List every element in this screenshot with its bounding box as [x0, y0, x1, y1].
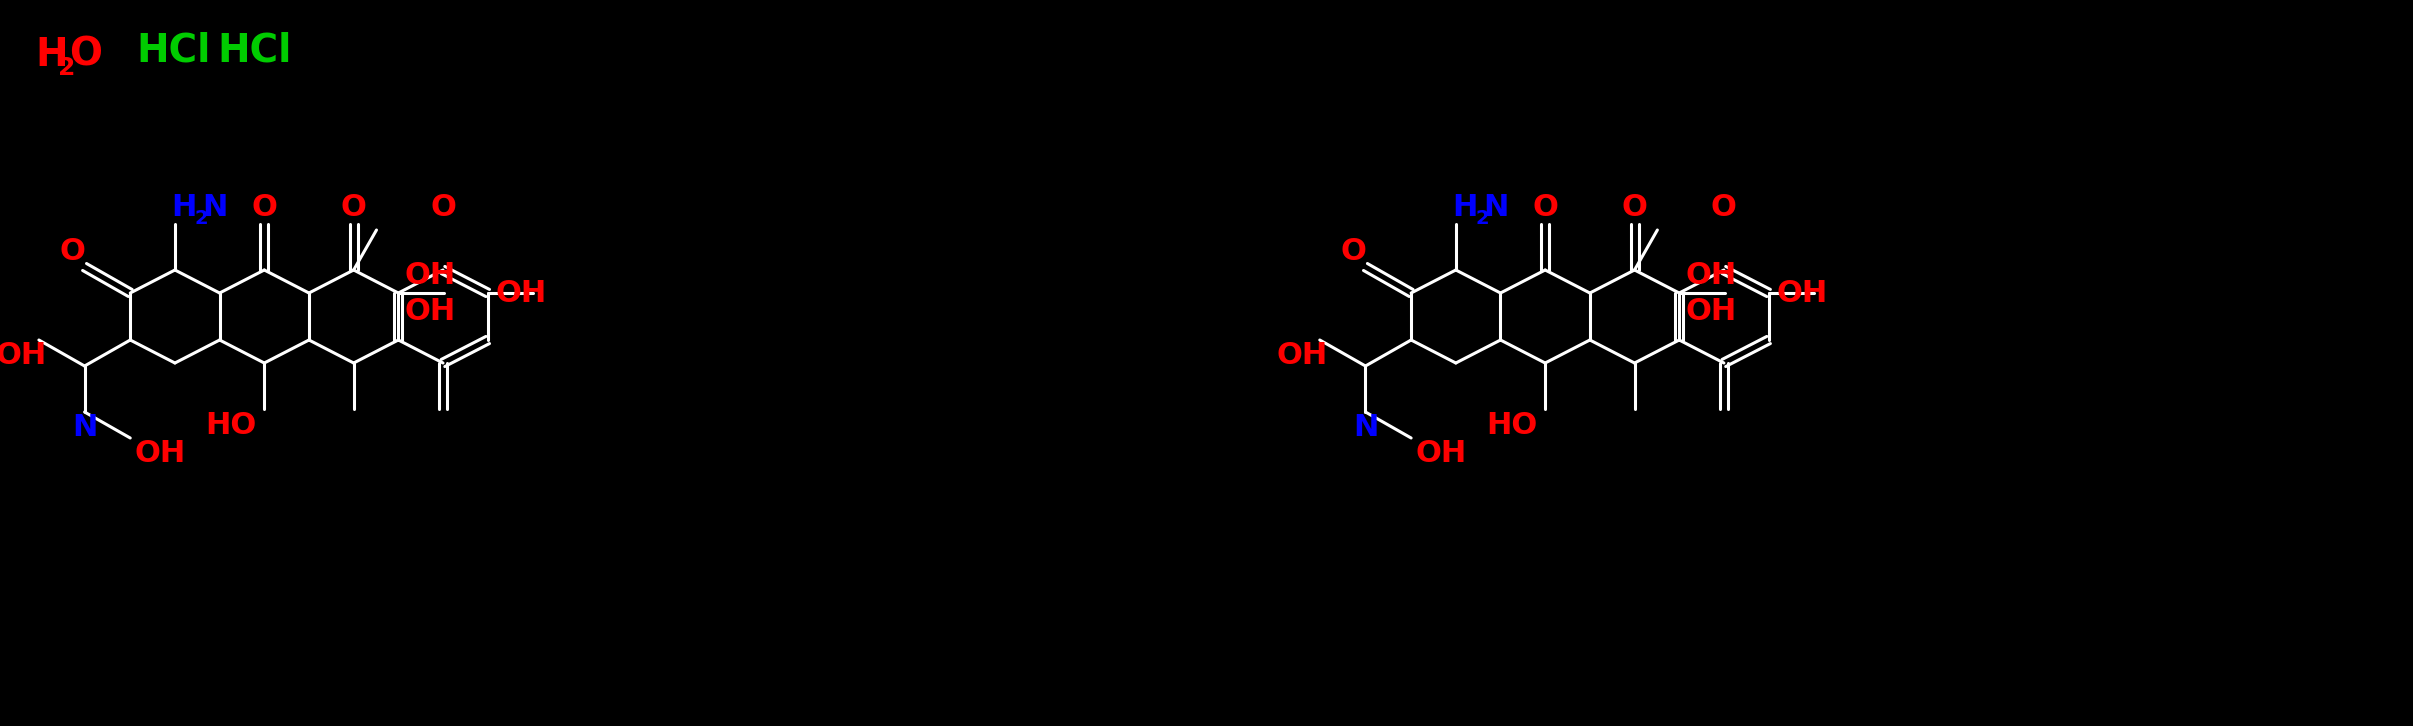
- Text: 2: 2: [1477, 208, 1489, 227]
- Text: H: H: [34, 36, 68, 74]
- Text: N: N: [1484, 194, 1508, 222]
- Text: O: O: [68, 36, 101, 74]
- Text: OH: OH: [1684, 296, 1737, 325]
- Text: 2: 2: [195, 208, 208, 227]
- Text: O: O: [60, 237, 84, 266]
- Text: O: O: [430, 194, 456, 222]
- Text: N: N: [72, 414, 97, 443]
- Text: OH: OH: [405, 261, 456, 290]
- Text: OH: OH: [495, 279, 548, 308]
- Text: OH: OH: [1684, 261, 1737, 290]
- Text: 2: 2: [58, 56, 75, 80]
- Text: OH: OH: [1776, 279, 1827, 308]
- Text: O: O: [1342, 237, 1366, 266]
- Text: N: N: [203, 194, 229, 222]
- Text: H: H: [171, 194, 195, 222]
- Text: OH: OH: [0, 341, 46, 370]
- Text: O: O: [340, 194, 367, 222]
- Text: O: O: [1622, 194, 1648, 222]
- Text: HCl: HCl: [135, 31, 210, 69]
- Text: O: O: [251, 194, 277, 222]
- Text: OH: OH: [405, 296, 456, 325]
- Text: OH: OH: [135, 439, 186, 468]
- Text: HO: HO: [205, 410, 256, 439]
- Text: HO: HO: [1486, 410, 1537, 439]
- Text: OH: OH: [1414, 439, 1467, 468]
- Text: N: N: [1354, 414, 1378, 443]
- Text: O: O: [1532, 194, 1559, 222]
- Text: H: H: [1453, 194, 1477, 222]
- Text: O: O: [1711, 194, 1737, 222]
- Text: OH: OH: [1276, 341, 1327, 370]
- Text: HCl: HCl: [217, 31, 292, 69]
